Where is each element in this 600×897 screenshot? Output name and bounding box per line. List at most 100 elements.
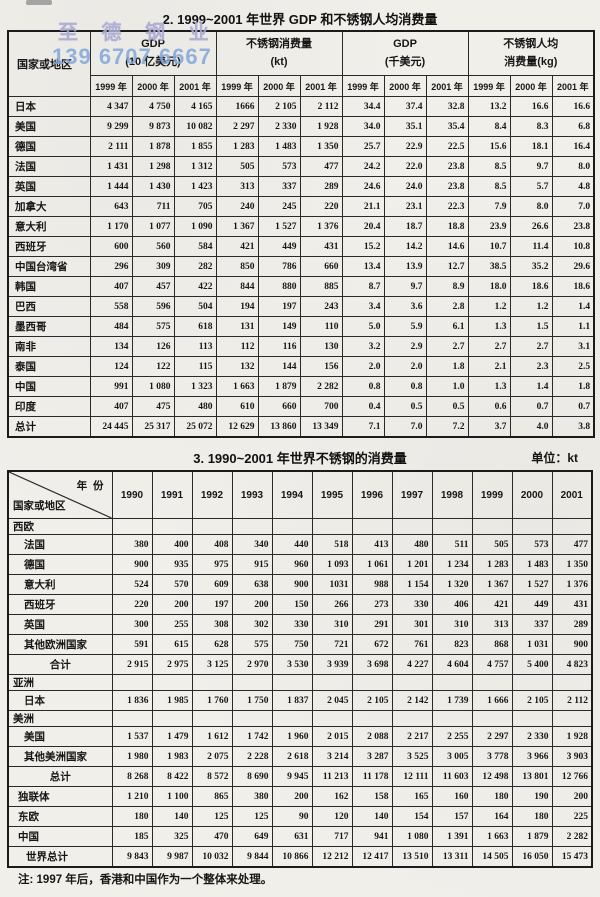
value-cell: 1 154 — [391, 574, 433, 595]
value-cell: 20.4 — [341, 216, 385, 237]
value-cell: 475 — [131, 396, 175, 417]
value-cell: 1 320 — [431, 574, 473, 595]
year-header-cell: 1995 — [311, 470, 353, 519]
year-header-cell: 2001 年 — [173, 75, 217, 97]
value-cell: 960 — [271, 554, 313, 575]
value-cell: 273 — [351, 594, 393, 615]
value-cell: 6.1 — [425, 316, 469, 337]
value-cell: 935 — [151, 554, 193, 575]
value-cell: 591 — [111, 634, 153, 655]
year-header-cell: 1999 年 — [341, 75, 385, 97]
value-cell: 449 — [511, 594, 553, 615]
value-cell — [311, 674, 353, 691]
value-cell: 10.8 — [551, 236, 595, 257]
value-cell: 0.7 — [551, 396, 595, 417]
value-cell: 8 690 — [231, 766, 273, 787]
value-cell: 15.2 — [341, 236, 385, 257]
value-cell: 2 975 — [151, 654, 193, 675]
value-cell: 8.3 — [509, 116, 553, 137]
year-header-cell: 2001 — [551, 470, 593, 519]
table-row: 东欧 180 140 125 125 90 120 140 154 157 164 180 225 — [7, 806, 593, 827]
value-cell: 643 — [89, 196, 133, 217]
value-cell: 4 757 — [471, 654, 513, 675]
row-label: 德国 — [7, 554, 113, 575]
table-row: 南非 134 126 113 112 116 130 3.2 2.9 2.7 2.7 2.7 3.1 — [7, 336, 595, 357]
value-cell: 162 — [311, 786, 353, 807]
corner-region-label: 国家或地区 — [13, 500, 66, 512]
value-cell: 9 873 — [131, 116, 175, 137]
value-cell: 10 866 — [271, 846, 313, 868]
value-cell: 1.1 — [551, 316, 595, 337]
value-cell: 596 — [131, 296, 175, 317]
value-cell: 12 629 — [215, 416, 259, 438]
value-cell: 2 217 — [391, 726, 433, 747]
value-cell: 880 — [257, 276, 301, 297]
value-cell: 0.5 — [425, 396, 469, 417]
value-cell: 3 214 — [311, 746, 353, 767]
value-cell: 3.7 — [467, 416, 511, 438]
value-cell: 24.2 — [341, 156, 385, 177]
gdp-consumption-table: 国家或地区 GDP (10 亿美元) 不锈钢消费量 (kt) GDP (千美元)… — [7, 30, 596, 438]
value-cell: 380 — [231, 786, 273, 807]
year-header-cell: 1997 — [391, 470, 433, 519]
value-cell: 18.6 — [551, 276, 595, 297]
value-cell: 1 367 — [215, 216, 259, 237]
value-cell: 22.3 — [425, 196, 469, 217]
value-cell: 302 — [231, 614, 273, 635]
value-cell: 2 297 — [215, 116, 259, 137]
value-cell: 1 283 — [215, 136, 259, 157]
value-cell — [271, 710, 313, 727]
value-cell: 310 — [311, 614, 353, 635]
value-cell: 584 — [173, 236, 217, 257]
value-cell: 2 255 — [431, 726, 473, 747]
value-cell: 13.4 — [341, 256, 385, 277]
value-cell: 575 — [131, 316, 175, 337]
value-cell: 0.6 — [467, 396, 511, 417]
value-cell: 2.7 — [509, 336, 553, 357]
value-cell: 8.9 — [425, 276, 469, 297]
value-cell: 3 530 — [271, 654, 313, 675]
value-cell: 1.8 — [551, 376, 595, 397]
value-cell: 2.8 — [425, 296, 469, 317]
value-cell — [471, 518, 513, 535]
value-cell: 340 — [231, 534, 273, 555]
value-cell: 750 — [271, 634, 313, 655]
value-cell: 131 — [215, 316, 259, 337]
row-label: 韩国 — [7, 276, 91, 297]
value-cell: 200 — [151, 594, 193, 615]
year-header-cell: 1998 — [431, 470, 473, 519]
value-cell: 23.8 — [551, 216, 595, 237]
value-cell — [351, 518, 393, 535]
value-cell: 1 527 — [511, 574, 553, 595]
value-cell: 289 — [299, 176, 343, 197]
value-cell: 13 349 — [299, 416, 343, 438]
value-cell: 421 — [215, 236, 259, 257]
value-cell: 900 — [551, 634, 593, 655]
year-header-cell: 2000 年 — [131, 75, 175, 97]
value-cell: 9.7 — [509, 156, 553, 177]
table-row: 中国 991 1 080 1 323 1 663 1 879 2 282 0.8 0.8 1.0 1… — [7, 376, 595, 397]
value-cell: 11.4 — [509, 236, 553, 257]
table-row: 韩国 407 457 422 844 880 885 8.7 9.7 8.9 18.0 18.6 18.… — [7, 276, 595, 297]
value-cell: 197 — [257, 296, 301, 317]
value-cell: 4.8 — [551, 176, 595, 197]
value-cell: 330 — [391, 594, 433, 615]
row-label: 西班牙 — [7, 594, 113, 615]
value-cell — [471, 674, 513, 691]
value-cell: 150 — [271, 594, 313, 615]
year-header-cell: 1991 — [151, 470, 193, 519]
value-cell: 190 — [511, 786, 553, 807]
table-row: 总计 24 445 25 317 25 072 12 629 13 860 13 349 7.… — [7, 416, 595, 438]
value-cell — [271, 674, 313, 691]
group-title: 不锈钢人均 — [503, 38, 559, 51]
value-cell: 407 — [89, 396, 133, 417]
value-cell: 761 — [391, 634, 433, 655]
value-cell: 1 350 — [551, 554, 593, 575]
table-row: 其他欧洲国家 591 615 628 575 750 721 672 761 823 868 1 03… — [7, 634, 593, 655]
value-cell: 660 — [299, 256, 343, 277]
value-cell: 140 — [151, 806, 193, 827]
table-row: 德国 900 935 975 915 960 1 093 1 061 1 201 1 234 1 2… — [7, 554, 593, 575]
value-cell: 786 — [257, 256, 301, 277]
value-cell: 711 — [131, 196, 175, 217]
value-cell: 9 987 — [151, 846, 193, 868]
